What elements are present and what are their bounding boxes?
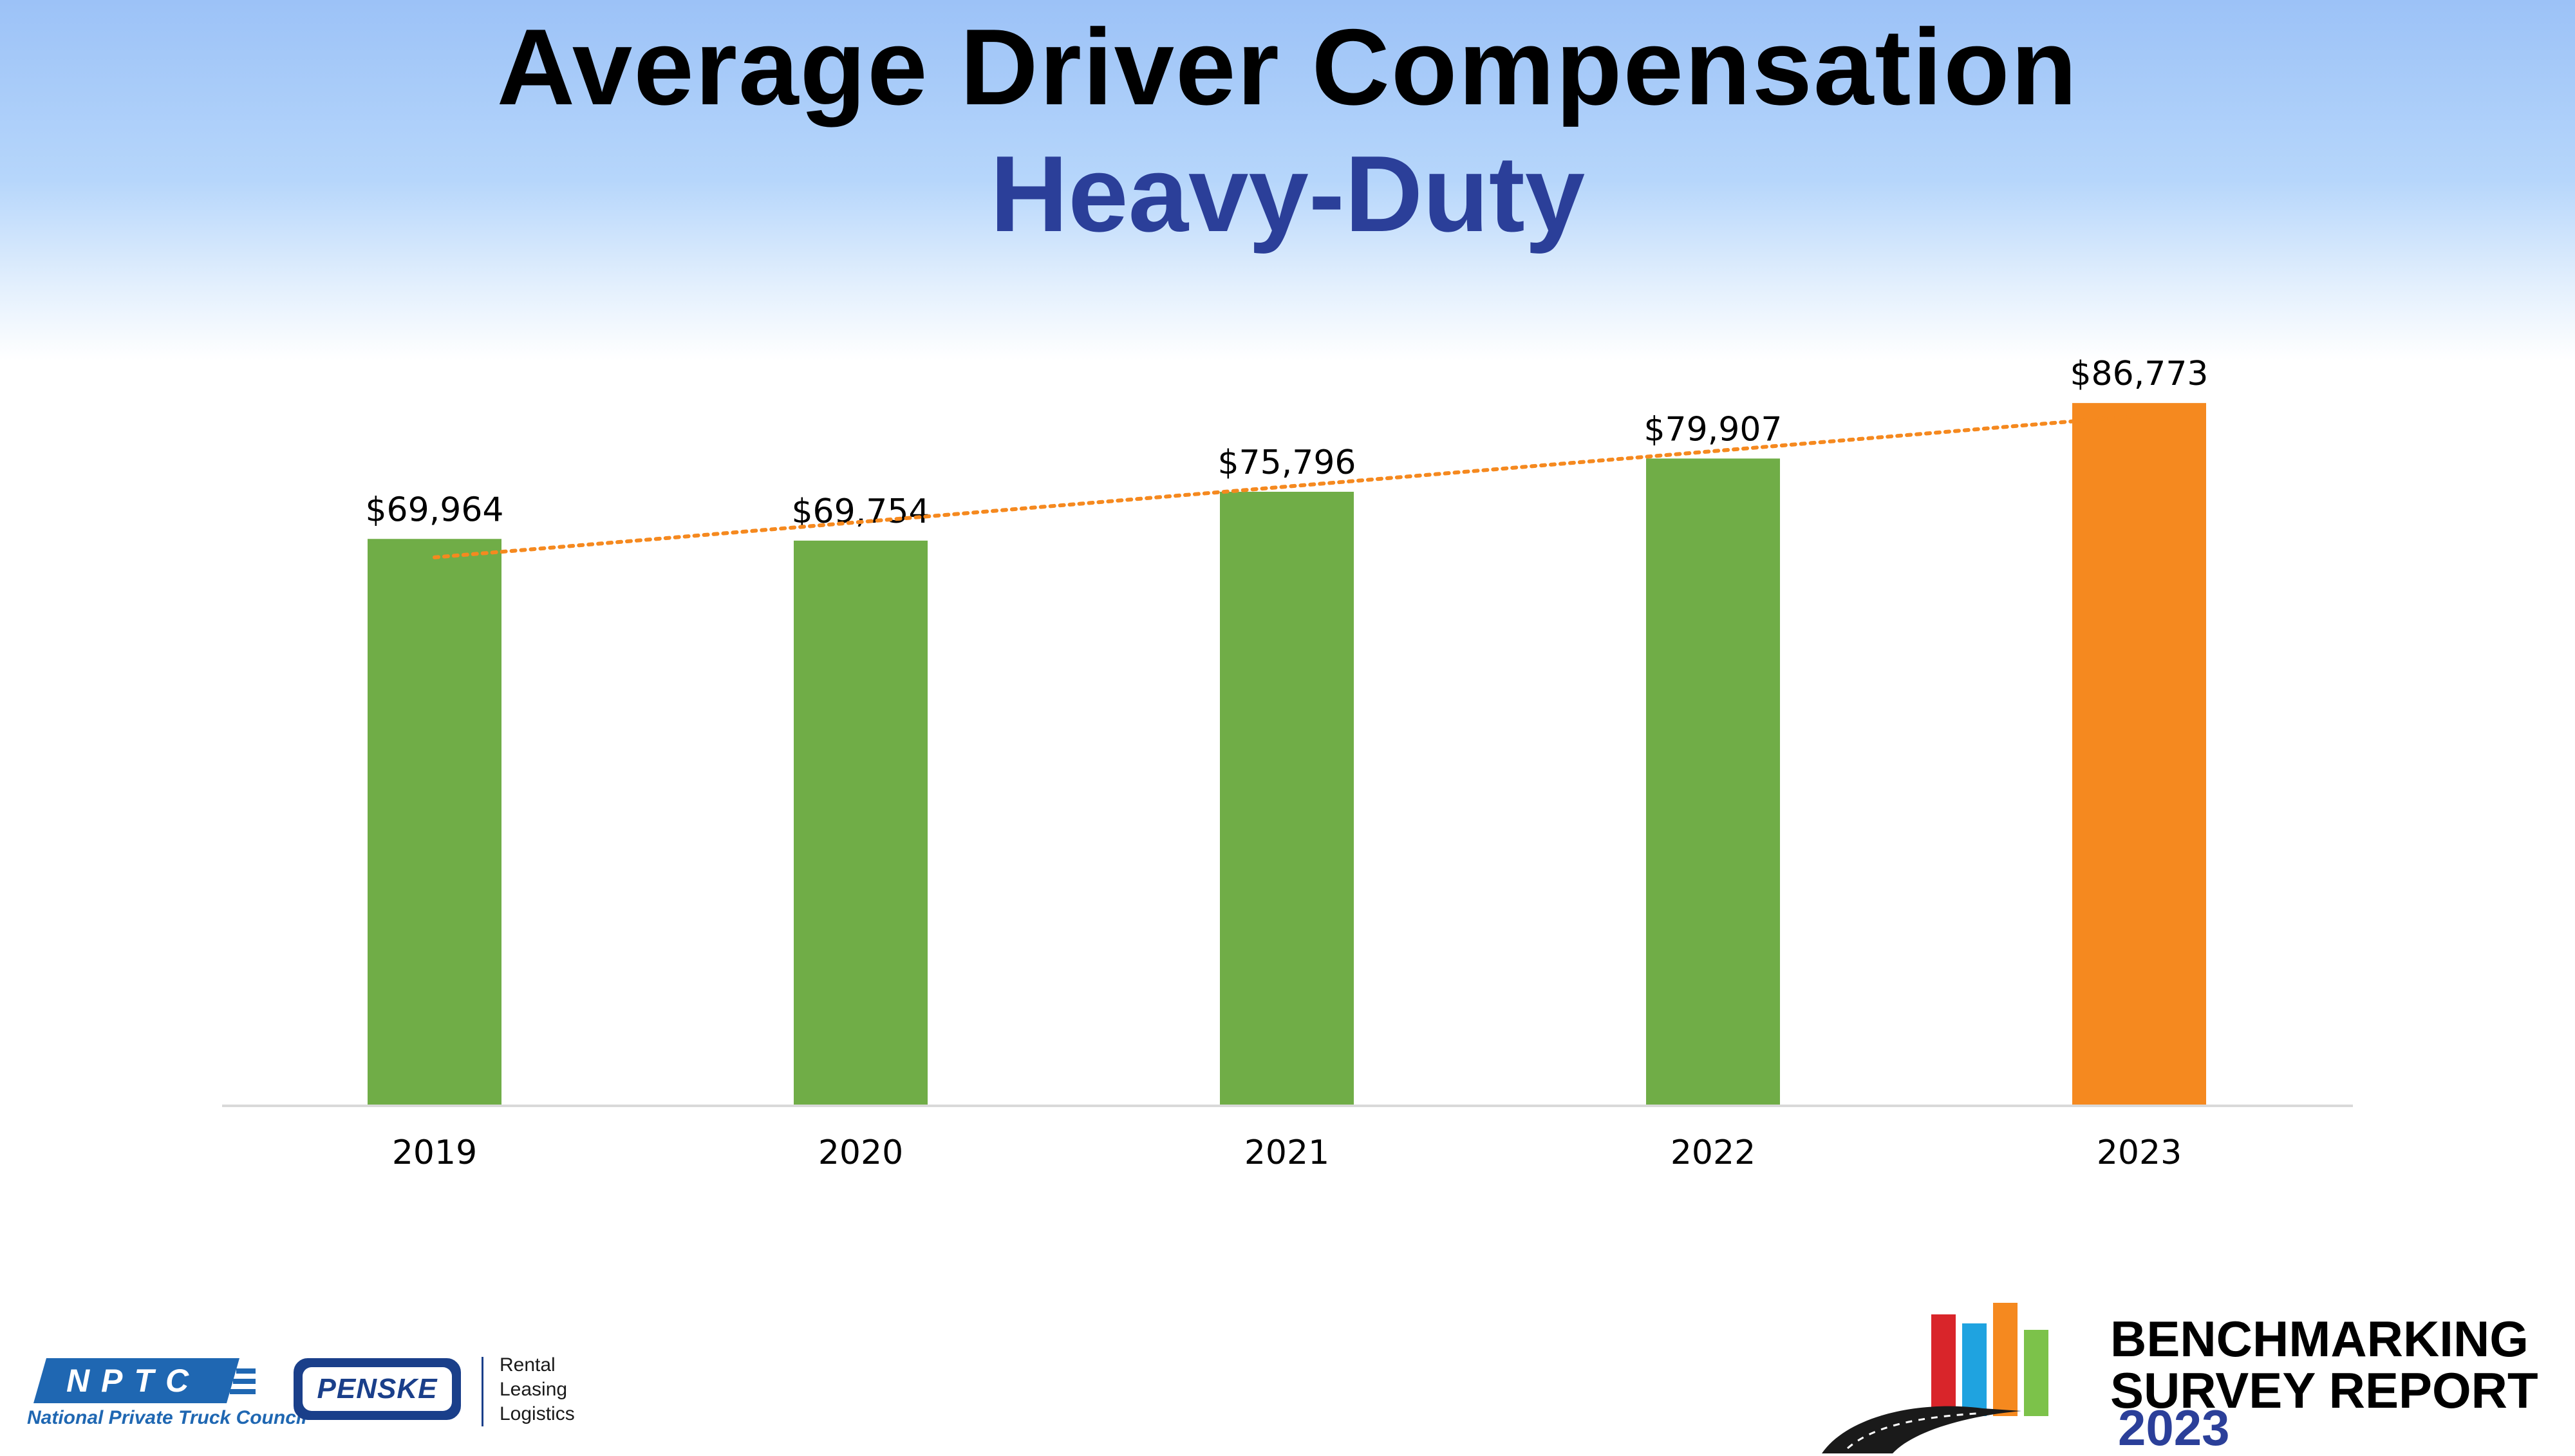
bar-2023 [2072, 403, 2206, 1105]
logo-bar-orange [1993, 1303, 2018, 1416]
page-subtitle: Heavy-Duty [989, 133, 1586, 254]
data-label-2019: $69,964 [365, 490, 503, 529]
penske-tagline-line: Logistics [500, 1403, 575, 1424]
bars-group [368, 403, 2206, 1105]
logo-bar-red [1931, 1314, 1956, 1416]
nptc-full-name: National Private Truck Council [27, 1407, 307, 1428]
penske-tagline-line: Rental [500, 1354, 556, 1376]
x-tick-label-2019: 2019 [392, 1134, 477, 1172]
benchmarking-report-title: BENCHMARKING SURVEY REPORT [2110, 1313, 2538, 1416]
x-tick-label-2023: 2023 [2097, 1134, 2182, 1172]
trendline [433, 413, 2141, 559]
bar-2020 [794, 540, 928, 1105]
road-icon [1822, 1406, 2021, 1453]
report-title-line: BENCHMARKING [2110, 1311, 2529, 1367]
x-tick-label-2020: 2020 [818, 1134, 903, 1172]
report-title-line: SURVEY REPORT [2110, 1362, 2538, 1419]
penske-tagline-line: Leasing [500, 1379, 568, 1400]
data-label-2022: $79,907 [1643, 410, 1782, 449]
bar-2021 [1220, 492, 1354, 1105]
penske-logo: PENSKE [294, 1358, 461, 1420]
data-label-2021: $75,796 [1217, 443, 1356, 482]
x-tick-label-2022: 2022 [1671, 1134, 1756, 1172]
logo-bar-green [2024, 1330, 2048, 1416]
bar-2022 [1646, 458, 1780, 1105]
penske-logo-text: PENSKE [317, 1373, 438, 1405]
bar-2019 [368, 539, 501, 1105]
data-label-2023: $86,773 [2070, 355, 2208, 393]
logo-bar-blue [1962, 1323, 1987, 1416]
nptc-abbrev: NPTC [66, 1363, 200, 1399]
report-year: 2023 [2118, 1399, 2230, 1456]
page-title: Average Driver Compensation [496, 6, 2079, 127]
x-tick-label-2021: 2021 [1244, 1134, 1329, 1172]
header-band [0, 0, 2575, 360]
tick-labels-group: 2019 2020 2021 2022 2023 [392, 1134, 2182, 1172]
penske-divider [482, 1357, 483, 1426]
nptc-logo: NPTC [33, 1358, 256, 1403]
penske-tagline: Rental Leasing Logistics [500, 1353, 575, 1426]
benchmarking-logo-graphic [1822, 1303, 2048, 1453]
